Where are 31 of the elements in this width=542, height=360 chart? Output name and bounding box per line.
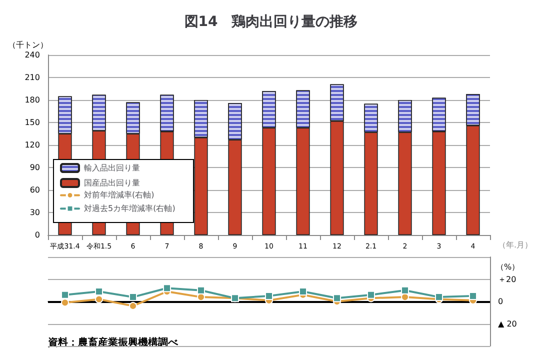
legend-label: 輸入品出回り量 — [84, 164, 140, 172]
y-tick-label: 210 — [24, 73, 40, 82]
point — [129, 302, 137, 310]
legend-label: 国産品出回り量 — [84, 178, 140, 188]
point — [197, 293, 205, 302]
y-tick-label: 150 — [24, 118, 40, 127]
y-tick-label: 120 — [24, 140, 40, 150]
point — [197, 286, 205, 294]
y-axis-title: （%） — [496, 262, 520, 272]
point — [61, 290, 69, 299]
y-tick-label: 90 — [30, 163, 40, 172]
legend-label: 対過去5カ年増減率(右軸) — [84, 204, 176, 214]
chart-title: 図14 鶏肉出回り量の推移 — [184, 14, 358, 30]
point — [367, 290, 375, 299]
y-tick-label: 0 — [34, 230, 40, 240]
point — [95, 295, 103, 304]
point — [401, 286, 409, 294]
y-tick-label: 30 — [30, 208, 40, 217]
x-axis-title: （年.月） — [498, 240, 533, 250]
point — [333, 294, 341, 302]
point — [163, 284, 171, 292]
y-tick-label: 240 — [24, 50, 40, 60]
y-tick-label: 60 — [30, 186, 40, 194]
legend-label: 対前年増減率(右軸) — [84, 190, 154, 200]
y-tick-label: ＋20 — [498, 274, 516, 284]
y-tick-label: ▲ 20 — [498, 319, 517, 328]
point — [61, 298, 69, 307]
y-tick-label: 0 — [498, 297, 504, 306]
y-tick-label: 180 — [24, 96, 40, 104]
point — [401, 293, 409, 302]
y-axis-title: （千トン） — [8, 40, 48, 50]
